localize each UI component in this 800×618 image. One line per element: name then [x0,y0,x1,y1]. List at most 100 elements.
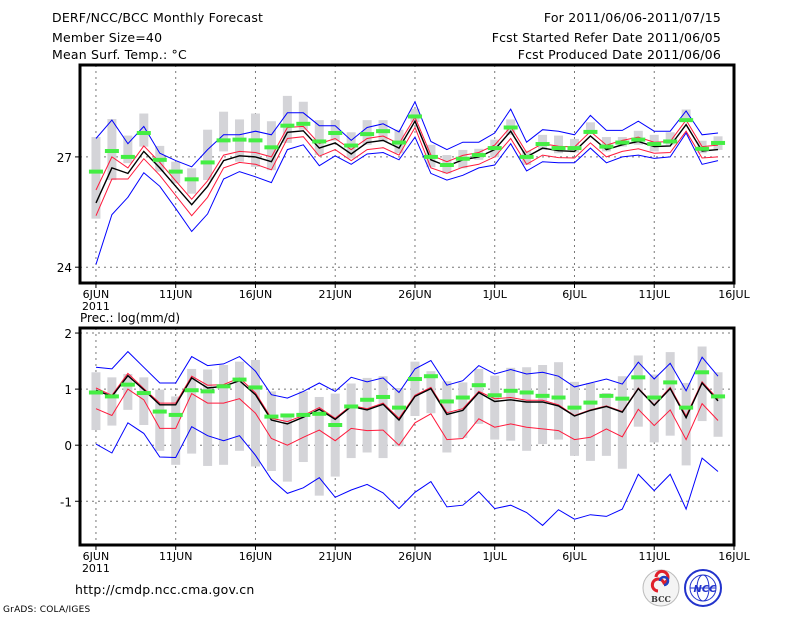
y-tick-label: 27 [57,151,72,165]
spread-box [123,373,133,410]
series-lower-line [95,126,719,217]
spread-box [219,111,229,152]
marker-bar [168,412,183,417]
x-tick-label: 11JUN [159,550,193,563]
marker-bar [120,154,135,159]
grads-credit: GrADS: COLA/IGES [3,605,91,615]
forecast-period: For 2011/06/06-2011/07/15 [543,10,721,25]
spread-box [91,372,101,431]
spread-box [362,377,372,453]
marker-bar [503,388,518,393]
marker-bar [631,375,646,380]
marker-bar [519,154,534,159]
marker-bar [344,143,359,148]
x-tick-label: 11JUL [639,550,671,563]
marker-bar [423,374,438,379]
spread-box [219,365,229,465]
marker-bar [328,423,343,428]
marker-bar [567,405,582,410]
chart-title: DERF/NCC/BCC Monthly Forecast [52,10,264,25]
member-size: Member Size=40 [52,30,163,45]
x-tick-label: 6JUL [562,288,587,301]
forecast-start-date: Fcst Started Refer Date 2011/06/05 [491,30,721,45]
spread-box [569,381,579,456]
spread-box [394,387,404,447]
marker-bar [360,132,375,137]
spread-box [235,361,245,451]
marker-bar [503,125,518,130]
series-max-line [95,350,719,399]
marker-bar [248,385,263,390]
marker-bar [679,405,694,410]
marker-bar [232,137,247,142]
spread-box [554,135,564,154]
x-tick-label: 26JUN [398,288,432,301]
marker-bar [360,397,375,402]
marker-bar [583,400,598,405]
marker-bar [567,146,582,151]
spread-box [139,377,149,426]
marker-bar [184,388,199,393]
marker-bar [551,395,566,400]
x-tick-label: 16JUN [239,288,273,301]
spread-box [633,355,643,427]
y-tick-label: -1 [60,495,72,509]
spread-box [171,396,181,465]
marker-bar [344,404,359,409]
marker-bar [216,384,231,389]
spread-box [554,362,564,440]
x-tick-label: 6JUN [83,550,110,563]
series-upper-line [95,116,719,200]
marker-bar [535,142,550,147]
marker-bar [663,139,678,144]
marker-bar [168,169,183,174]
x-tick-label: 1JUL [483,550,508,563]
marker-bar [599,144,614,149]
marker-bar [599,393,614,398]
marker-bar [280,413,295,418]
spread-box [203,369,213,466]
spread-box [330,120,340,141]
spread-box [282,416,292,482]
marker-bar [232,377,247,382]
marker-bar [439,399,454,404]
spread-box [410,361,420,417]
precip-axis-title: Prec.: log(mm/d) [80,311,180,325]
marker-bar [136,391,151,396]
marker-bar [663,380,678,385]
marker-bar [312,139,327,144]
marker-bar [392,405,407,410]
spread-box [155,389,165,451]
temperature-chart: 6JUN 11JUN 16JUN 21JUN 26JUN 1JUL 6JUL 11JUL 16J… [57,63,751,313]
spread-box [617,376,627,469]
marker-bar [519,390,534,395]
spread-box [522,367,532,451]
spread-box [538,365,548,445]
marker-bar [615,140,630,145]
spread-box [187,368,197,454]
marker-bar [152,157,167,162]
x-tick-label: 21JUN [318,288,352,301]
y-tick-label: 2 [64,327,72,341]
marker-bar [455,156,470,161]
marker-bar [216,138,231,143]
marker-bar [695,146,710,151]
spread-box [665,352,675,436]
marker-bar [423,154,438,159]
spread-box [585,122,595,135]
x-tick-label: 1JUL [483,288,508,301]
source-url[interactable]: http://cmdp.ncc.cma.gov.cn [75,582,255,597]
spread-box [298,101,308,130]
spread-box [569,138,579,153]
x-tick-label: 6JUL [562,550,587,563]
variable-label: Mean Surf. Temp.: °C [52,47,187,62]
spread-box [91,137,101,219]
x-tick-label: 11JUL [639,288,671,301]
marker-bar [280,123,295,128]
spread-box [314,396,324,496]
marker-bar [296,412,311,417]
spread-box [490,375,500,440]
marker-bar [647,142,662,147]
marker-bar [376,129,391,134]
spread-box [713,372,723,437]
